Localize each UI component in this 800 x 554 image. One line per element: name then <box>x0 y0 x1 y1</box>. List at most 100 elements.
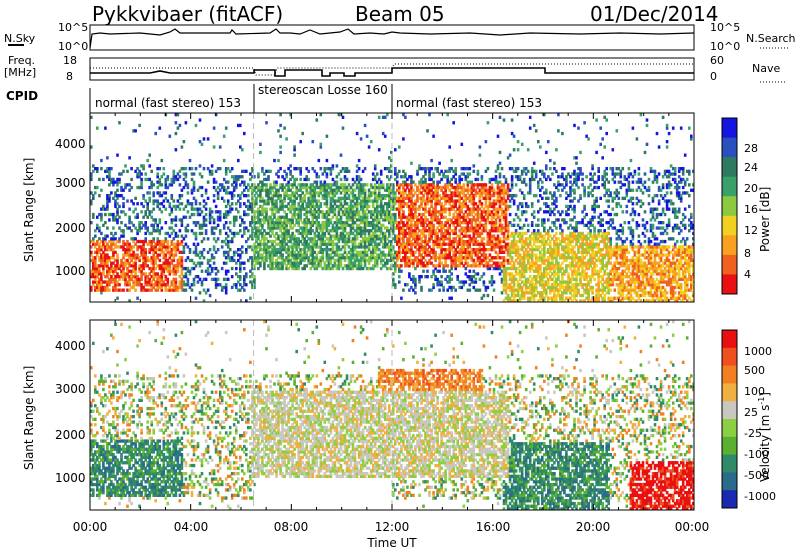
data-cell <box>204 212 208 217</box>
data-cell <box>379 183 383 187</box>
data-cell <box>96 239 99 244</box>
data-cell <box>504 272 508 276</box>
data-cell <box>444 175 447 179</box>
data-cell <box>416 256 419 260</box>
data-cell <box>424 188 427 192</box>
data-cell <box>96 169 99 173</box>
data-cell <box>482 264 486 268</box>
data-cell <box>285 212 288 217</box>
data-cell <box>496 239 500 244</box>
data-cell <box>142 215 145 219</box>
data-cell <box>293 264 296 268</box>
data-cell <box>271 210 274 214</box>
data-cell <box>317 212 321 217</box>
data-cell <box>390 191 393 195</box>
data-cell <box>371 237 375 241</box>
data-cell <box>472 258 476 263</box>
data-cell <box>291 264 294 268</box>
data-cell <box>273 207 276 211</box>
data-cell <box>432 223 435 227</box>
data-cell <box>446 207 449 211</box>
data-cell <box>345 239 349 244</box>
data-cell <box>287 180 290 184</box>
data-cell <box>484 169 488 173</box>
data-cell <box>303 264 306 268</box>
data-cell <box>212 218 216 222</box>
data-cell <box>186 183 190 187</box>
data-cell <box>327 256 331 260</box>
data-cell <box>166 231 170 236</box>
data-cell <box>269 207 272 211</box>
data-cell <box>130 258 133 263</box>
data-cell <box>464 194 468 198</box>
data-cell <box>480 215 484 219</box>
data-cell <box>377 256 381 260</box>
data-cell <box>345 191 349 195</box>
data-cell <box>122 248 125 252</box>
data-cell <box>408 264 411 268</box>
data-cell <box>269 188 272 192</box>
data-cell <box>301 202 304 206</box>
data-cell <box>96 248 99 252</box>
data-cell <box>190 288 194 292</box>
nave-trace <box>90 63 694 76</box>
data-cell <box>353 188 357 192</box>
data-cell <box>202 299 206 302</box>
data-cell <box>392 280 395 284</box>
data-cell <box>474 223 478 227</box>
data-cell <box>98 242 101 246</box>
data-cell <box>112 285 115 290</box>
data-cell <box>289 204 292 209</box>
data-cell <box>144 283 147 287</box>
data-cell <box>269 196 272 200</box>
data-cell <box>202 237 206 241</box>
data-cell <box>402 175 405 179</box>
data-cell <box>321 172 325 176</box>
data-cell <box>514 229 518 233</box>
data-cell <box>216 215 220 219</box>
data-cell <box>506 183 510 187</box>
data-cell <box>506 293 510 298</box>
data-cell <box>460 172 464 176</box>
data-cell <box>168 272 172 276</box>
data-cell <box>251 280 254 284</box>
data-cell <box>510 131 514 136</box>
data-cell <box>261 248 264 252</box>
data-cell <box>406 183 409 187</box>
data-cell <box>456 277 459 281</box>
data-cell <box>418 218 421 222</box>
data-cell <box>424 221 427 225</box>
data-cell <box>166 261 170 265</box>
data-cell <box>224 288 228 292</box>
data-cell <box>319 250 323 254</box>
data-cell <box>251 191 254 195</box>
data-cell <box>373 229 377 233</box>
data-cell <box>232 221 236 225</box>
data-cell <box>134 269 137 273</box>
data-cell <box>90 253 93 257</box>
data-cell <box>104 234 107 238</box>
data-cell <box>269 245 272 249</box>
data-cell <box>106 261 109 265</box>
data-cell <box>281 199 284 203</box>
data-cell <box>388 194 391 198</box>
data-cell <box>412 223 415 227</box>
data-cell <box>367 245 371 249</box>
data-cell <box>92 283 95 287</box>
data-cell <box>462 245 466 249</box>
data-cell <box>371 221 375 225</box>
data-cell <box>232 231 236 236</box>
data-cell <box>138 226 141 230</box>
data-cell <box>349 264 353 268</box>
data-cell <box>428 191 431 195</box>
data-cell <box>488 180 492 184</box>
data-cell <box>454 199 457 203</box>
data-cell <box>196 275 200 279</box>
data-cell <box>500 207 504 211</box>
data-cell <box>245 283 248 287</box>
data-cell <box>353 204 357 209</box>
data-cell <box>241 245 244 249</box>
data-cell <box>176 177 180 182</box>
data-cell <box>420 223 423 227</box>
data-cell <box>319 180 323 184</box>
